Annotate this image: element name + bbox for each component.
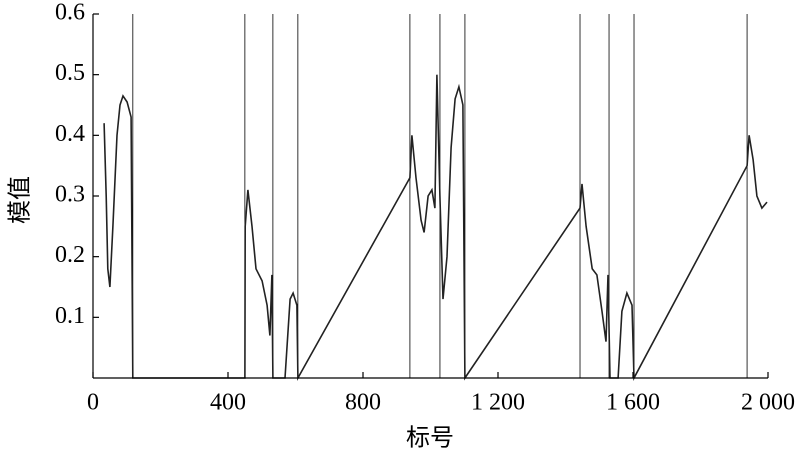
y-tick-label: 0.1: [55, 303, 85, 329]
x-tick-label: 1 600: [606, 390, 660, 416]
y-tick-label: 0.2: [55, 242, 85, 268]
x-tick-label: 1 200: [471, 390, 525, 416]
x-tick-label: 0: [87, 390, 99, 416]
x-tick-label: 2 000: [741, 390, 795, 416]
y-tick-label: 0.5: [55, 60, 85, 86]
y-tick-label: 0.4: [55, 121, 85, 147]
x-axis-label: 标号: [406, 425, 454, 452]
x-tick-label: 400: [210, 390, 246, 416]
y-tick-label: 0.3: [55, 182, 85, 208]
y-axis-label: 模值: [7, 176, 34, 224]
x-tick-label: 800: [345, 390, 381, 416]
data-line: [103, 74, 768, 382]
y-tick-label: 0.6: [55, 0, 85, 26]
